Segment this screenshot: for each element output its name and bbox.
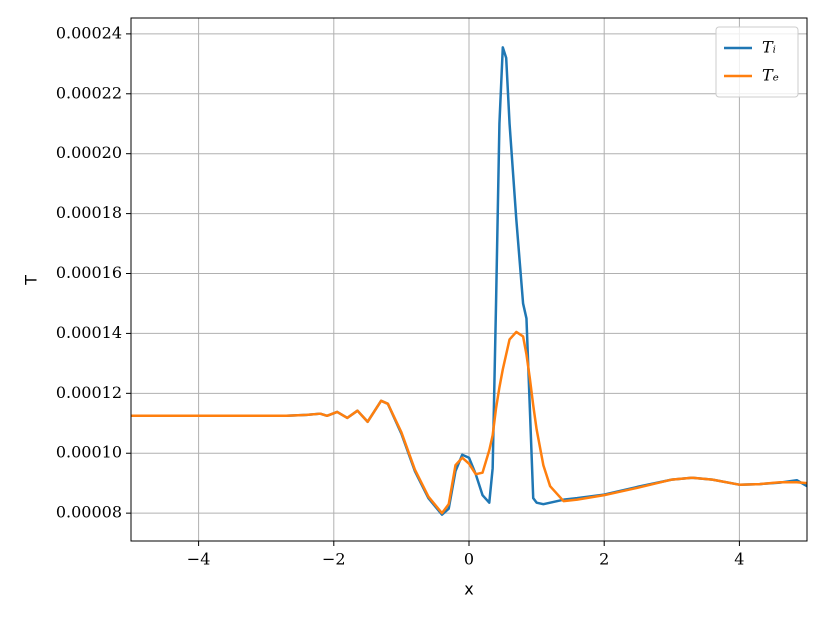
x-axis-label: x	[464, 580, 473, 599]
x-tick-label: −2	[322, 550, 346, 569]
y-tick-label: 0.00014	[56, 323, 122, 342]
legend-label: Tₑ	[762, 66, 779, 85]
y-tick-label: 0.00018	[56, 203, 122, 222]
plot-area	[131, 46, 807, 516]
y-tick-label: 0.00008	[56, 503, 122, 522]
y-axis-label: T	[22, 275, 41, 286]
y-tick-label: 0.00022	[56, 83, 122, 102]
legend-box	[715, 26, 799, 98]
x-tick-label: −4	[187, 550, 211, 569]
y-tick-label: 0.00016	[56, 263, 122, 282]
x-tick-label: 2	[599, 550, 609, 569]
x-tick-label: 4	[734, 550, 744, 569]
plot-frame	[130, 17, 808, 542]
x-tick-label: 0	[464, 550, 474, 569]
y-tick-label: 0.00012	[56, 383, 122, 402]
series-line	[131, 330, 807, 515]
y-tick-label: 0.00020	[56, 143, 122, 162]
y-tick-label: 0.00010	[56, 443, 122, 462]
legend-label: Tᵢ	[762, 38, 776, 57]
y-tick-label: 0.00024	[56, 23, 122, 42]
